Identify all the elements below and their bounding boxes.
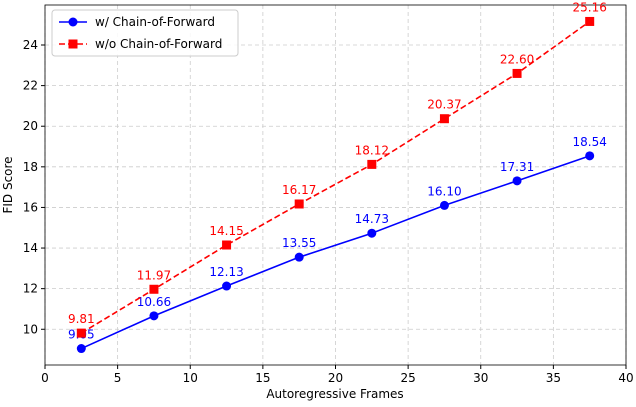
marker (585, 16, 595, 26)
legend: w/ Chain-of-Forward w/o Chain-of-Forward (51, 9, 239, 57)
value-label: 14.15 (209, 224, 243, 238)
value-label: 22.60 (500, 52, 534, 66)
x-tick-label: 10 (183, 371, 198, 385)
marker (149, 311, 159, 321)
y-tick-label: 22 (23, 79, 38, 93)
marker (222, 281, 232, 291)
x-tick-label: 15 (255, 371, 270, 385)
x-tick-label: 40 (618, 371, 633, 385)
marker (512, 176, 522, 186)
value-label: 11.97 (137, 268, 171, 282)
legend-label: w/o Chain-of-Forward (95, 37, 222, 51)
value-label: 25.16 (573, 0, 607, 14)
plot-frame (44, 4, 627, 366)
value-label: 10.66 (137, 295, 171, 309)
x-tick-label: 0 (41, 371, 49, 385)
marker (512, 68, 522, 78)
value-label: 20.37 (427, 98, 461, 112)
x-tick-label: 35 (546, 371, 561, 385)
x-tick-label: 20 (328, 371, 343, 385)
value-label: 16.10 (427, 184, 461, 198)
y-tick-label: 12 (23, 282, 38, 296)
marker (222, 240, 232, 250)
y-tick-label: 14 (23, 241, 38, 255)
value-label: 17.31 (500, 160, 534, 174)
value-label: 16.17 (282, 183, 316, 197)
marker (76, 328, 86, 338)
marker (294, 199, 304, 209)
legend-marker (68, 39, 78, 49)
series-line (80, 155, 590, 350)
marker (367, 159, 377, 169)
y-tick-label: 20 (23, 119, 38, 133)
value-label: 18.12 (355, 143, 389, 157)
value-label: 13.55 (282, 236, 316, 250)
y-tick-label: 16 (23, 200, 38, 214)
y-tick-label: 24 (23, 38, 38, 52)
marker (439, 200, 449, 210)
legend-marker (68, 17, 78, 27)
value-label: 14.73 (355, 212, 389, 226)
marker (585, 151, 595, 161)
y-axis-label: FID Score (1, 156, 15, 213)
y-tick-label: 10 (23, 322, 38, 336)
series-line (80, 20, 591, 334)
x-tick-label: 25 (400, 371, 415, 385)
value-label: 18.54 (573, 135, 607, 149)
x-axis-label: Autoregressive Frames (266, 387, 403, 401)
marker (76, 344, 86, 354)
legend-frame (51, 9, 239, 57)
value-label: 12.13 (209, 265, 243, 279)
legend-label: w/ Chain-of-Forward (95, 15, 215, 29)
x-tick-label: 5 (114, 371, 122, 385)
marker (149, 284, 159, 294)
value-label: 9.81 (68, 312, 95, 326)
x-tick-label: 30 (473, 371, 488, 385)
marker (439, 114, 449, 124)
marker (367, 228, 377, 238)
y-tick-label: 18 (23, 160, 38, 174)
marker (294, 252, 304, 262)
